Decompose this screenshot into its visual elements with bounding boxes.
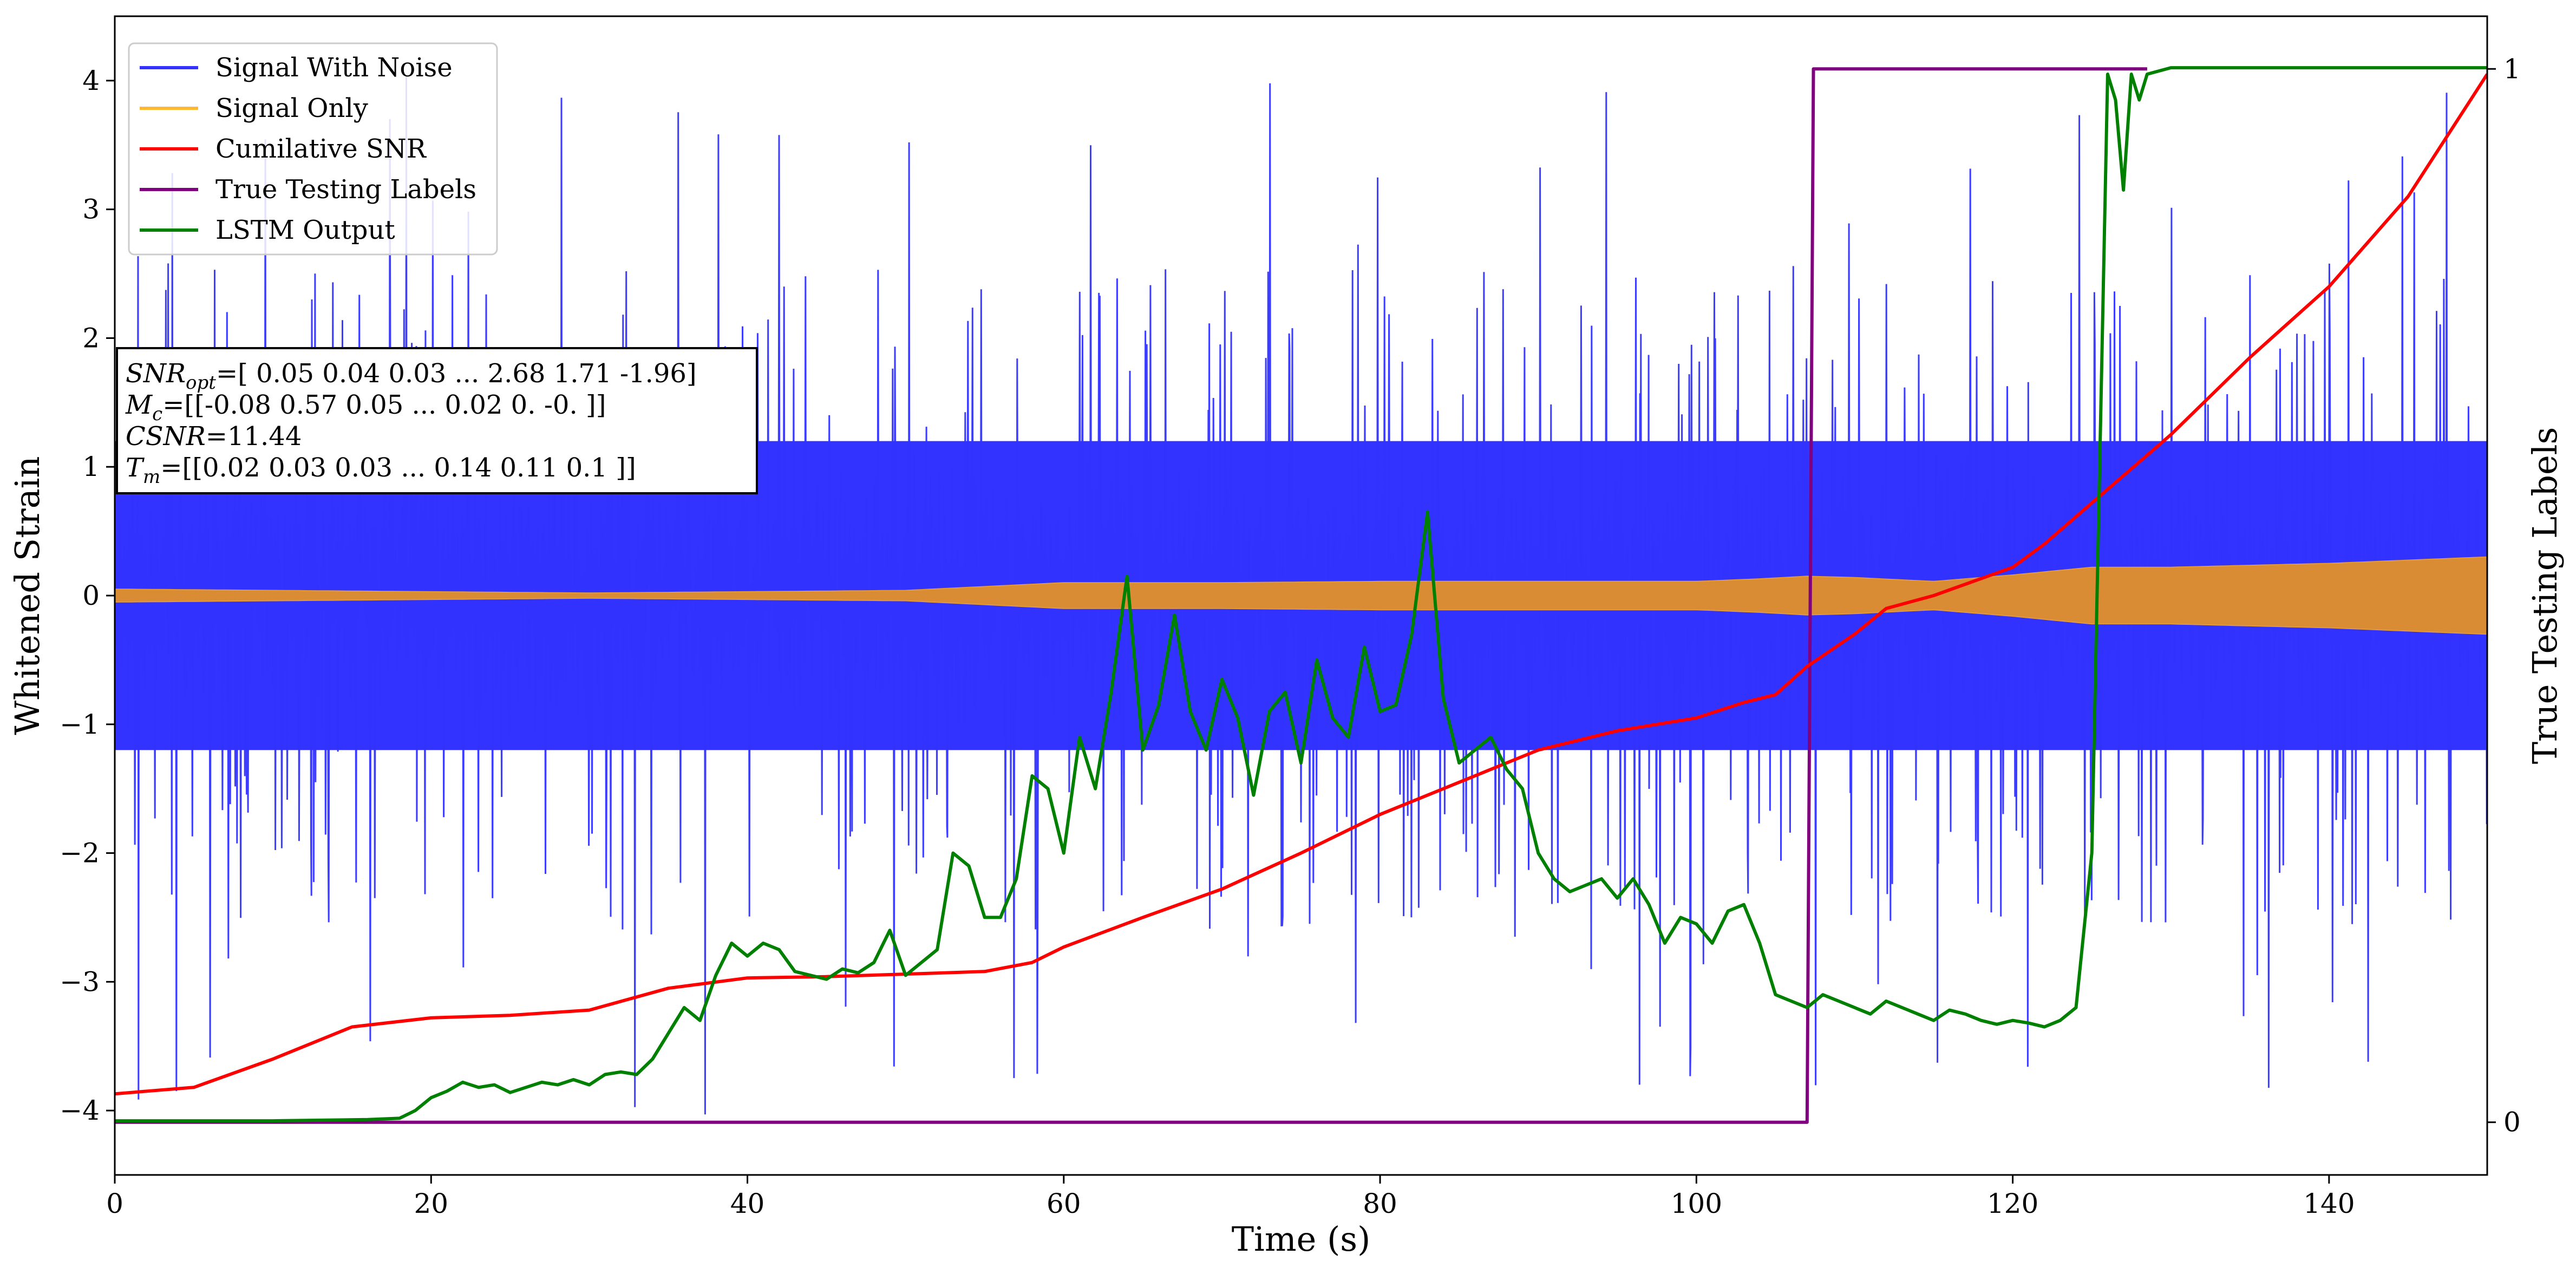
x-tick-label: 100 xyxy=(1671,1188,1722,1219)
y-tick-label: 4 xyxy=(82,65,100,96)
y-axis-label: Whitened Strain xyxy=(8,456,47,735)
y-right-tick-label: 1 xyxy=(2503,53,2521,84)
x-tick-label: 40 xyxy=(730,1188,765,1219)
annotation-line: CSNR=11.44 xyxy=(126,421,302,452)
y-tick-label: −4 xyxy=(60,1095,100,1126)
line-lstm-output xyxy=(115,66,2487,1123)
legend-entry: Signal With Noise xyxy=(215,53,453,83)
y-tick-label: −1 xyxy=(60,709,100,740)
annotation-line: Tm=[[0.02 0.03 0.03 ... 0.14 0.11 0.1 ]] xyxy=(126,453,636,488)
x-axis-label: Time (s) xyxy=(1232,1219,1371,1259)
legend-entry: True Testing Labels xyxy=(215,174,476,205)
line-cumilative-snr xyxy=(115,73,2487,1096)
series-signal-only xyxy=(115,556,2487,635)
x-tick-label: 60 xyxy=(1047,1188,1081,1219)
annotation-line: SNRopt=[ 0.05 0.04 0.03 ... 2.68 1.71 -1… xyxy=(126,358,697,394)
y-tick-label: −2 xyxy=(60,838,100,869)
x-tick-label: 0 xyxy=(106,1188,123,1219)
y-tick-label: −3 xyxy=(60,966,100,997)
x-tick-label: 120 xyxy=(1987,1188,2038,1219)
series-lines xyxy=(115,66,2487,1124)
x-tick-label: 140 xyxy=(2303,1188,2355,1219)
y-right-axis-ticks: 01 xyxy=(2487,53,2521,1138)
y-tick-label: 3 xyxy=(82,194,100,225)
legend: Signal With Noise Signal Only Cumilative S… xyxy=(128,42,498,256)
y-tick-label: 2 xyxy=(82,322,100,354)
annotation-line: Mc=[[-0.08 0.57 0.05 ... 0.02 0. -0. ]] xyxy=(125,390,606,425)
annotation-box: SNRopt=[ 0.05 0.04 0.03 ... 2.68 1.71 -1… xyxy=(116,347,758,494)
signal-envelope xyxy=(115,556,2487,635)
legend-box xyxy=(128,42,498,256)
y-tick-label: 0 xyxy=(82,580,100,611)
x-tick-label: 20 xyxy=(414,1188,448,1219)
legend-entry: Cumilative SNR xyxy=(215,134,427,164)
y-tick-label: 1 xyxy=(82,451,100,482)
y-right-tick-label: 0 xyxy=(2503,1107,2521,1138)
x-axis-ticks: 0 20 40 60 80 100 120 140 xyxy=(106,1175,2355,1219)
x-tick-label: 80 xyxy=(1363,1188,1397,1219)
y-right-axis-label: True Testing Labels xyxy=(2525,427,2565,765)
y-axis-ticks: −4 −3 −2 −1 0 1 2 3 4 xyxy=(60,65,115,1126)
line-true-testing-labels xyxy=(115,67,2147,1124)
legend-entry: Signal Only xyxy=(215,93,368,123)
legend-entry: LSTM Output xyxy=(215,215,395,245)
annotation-frame xyxy=(116,347,758,494)
